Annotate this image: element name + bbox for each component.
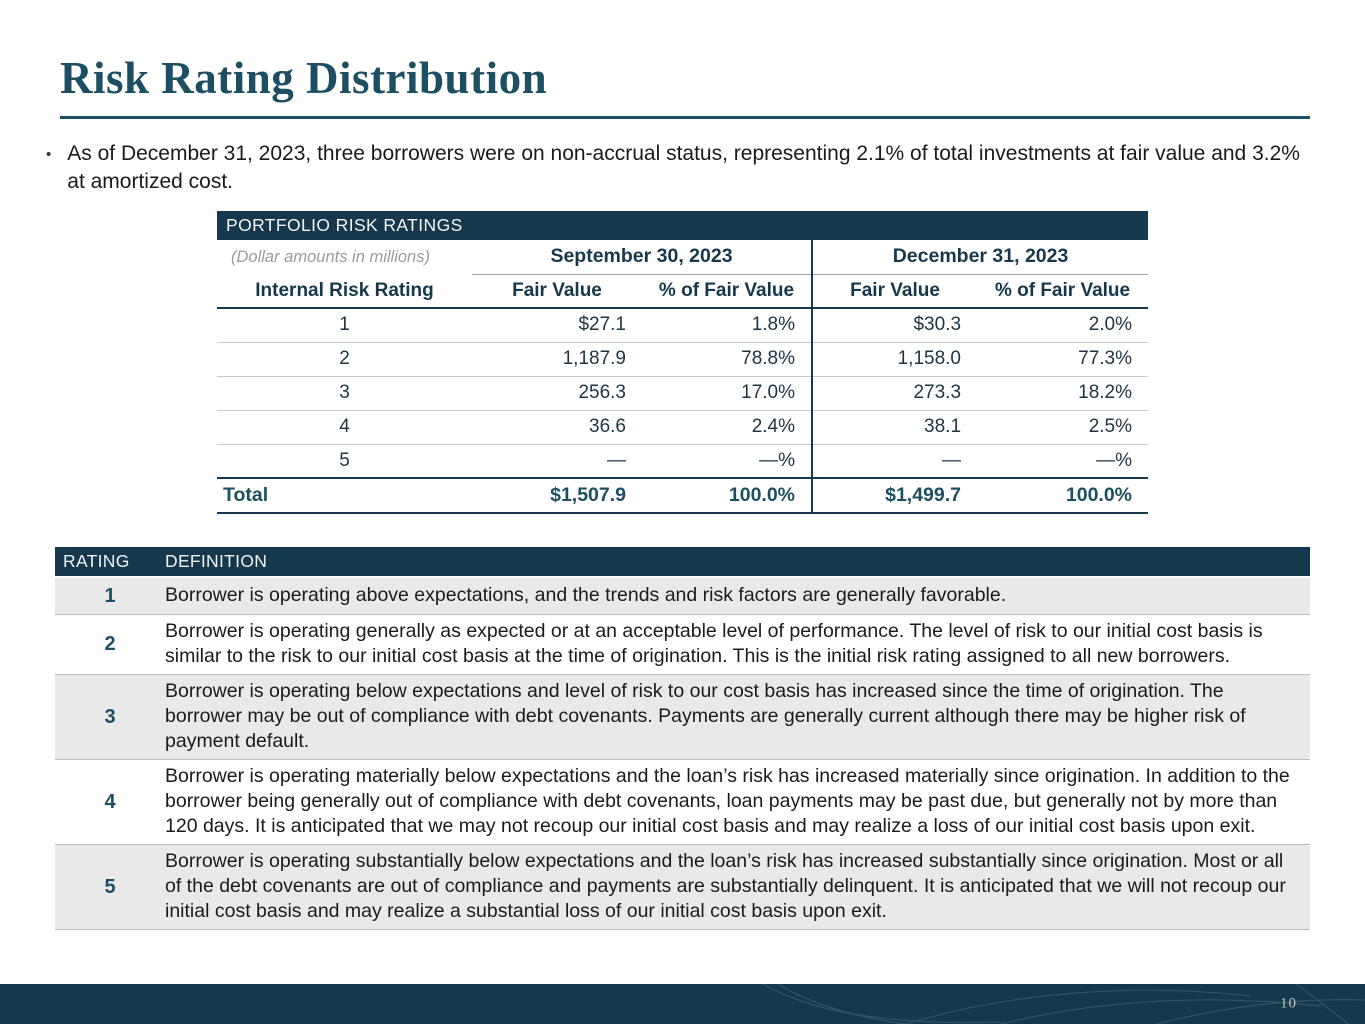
definition-text: Borrower is operating materially below e… bbox=[165, 765, 1290, 837]
title-underline bbox=[60, 116, 1310, 119]
rating-cell: 4 bbox=[217, 410, 472, 445]
column-header-dec-fair-value: Fair Value bbox=[811, 274, 978, 309]
period-header-september: September 30, 2023 bbox=[472, 240, 813, 275]
rating-cell: 5 bbox=[217, 444, 472, 479]
bullet-item: • As of December 31, 2023, three borrowe… bbox=[46, 140, 1308, 196]
period-header-december: December 31, 2023 bbox=[811, 240, 1149, 275]
sep-pct-cell: —% bbox=[642, 444, 813, 479]
column-header-row: Internal Risk Rating Fair Value % of Fai… bbox=[217, 274, 1149, 309]
definition-row: 4 Borrower is operating materially below… bbox=[55, 760, 1310, 845]
ratings-table-title: PORTFOLIO RISK RATINGS bbox=[217, 211, 1148, 240]
sep-pct-cell: 78.8% bbox=[642, 342, 813, 377]
dec-fair-value-cell: 273.3 bbox=[811, 376, 978, 411]
units-note: (Dollar amounts in millions) bbox=[231, 247, 430, 266]
rating-definitions-table: RATING DEFINITION 1 Borrower is operatin… bbox=[55, 547, 1310, 930]
definition-rating: 4 bbox=[104, 790, 116, 813]
total-dec-fair-value: $1,499.7 bbox=[811, 477, 978, 514]
definition-text: Borrower is operating generally as expec… bbox=[165, 620, 1263, 667]
definition-text: Borrower is operating below expectations… bbox=[165, 680, 1246, 752]
column-header-sep-fair-value: Fair Value bbox=[472, 274, 642, 309]
definitions-header-rating: RATING bbox=[63, 551, 130, 571]
period-header-row: (Dollar amounts in millions) September 3… bbox=[217, 240, 1149, 275]
dec-pct-cell: 2.5% bbox=[977, 410, 1149, 445]
sep-fair-value-cell: — bbox=[472, 444, 642, 479]
sep-fair-value-cell: 36.6 bbox=[472, 410, 642, 445]
column-header-dec-pct-fair-value: % of Fair Value bbox=[977, 274, 1149, 309]
dec-pct-cell: 77.3% bbox=[977, 342, 1149, 377]
definition-row: 2 Borrower is operating generally as exp… bbox=[55, 615, 1310, 675]
sep-pct-cell: 2.4% bbox=[642, 410, 813, 445]
definition-row: 1 Borrower is operating above expectatio… bbox=[55, 578, 1310, 615]
definition-text: Borrower is operating substantially belo… bbox=[165, 850, 1286, 922]
total-row: Total $1,507.9 100.0% $1,499.7 100.0% bbox=[217, 477, 1149, 514]
dec-fair-value-cell: — bbox=[811, 444, 978, 479]
table-row: 4 36.6 2.4% 38.1 2.5% bbox=[217, 410, 1149, 445]
dec-pct-cell: 2.0% bbox=[977, 308, 1149, 343]
column-header-sep-pct-fair-value: % of Fair Value bbox=[642, 274, 813, 309]
footer-arc-decoration bbox=[761, 984, 1365, 1024]
dec-pct-cell: —% bbox=[977, 444, 1149, 479]
total-dec-pct: 100.0% bbox=[977, 477, 1149, 514]
bullet-text: As of December 31, 2023, three borrowers… bbox=[67, 142, 1300, 193]
page-number: 10 bbox=[1280, 995, 1297, 1012]
sep-pct-cell: 1.8% bbox=[642, 308, 813, 343]
sep-pct-cell: 17.0% bbox=[642, 376, 813, 411]
table-row: 2 1,187.9 78.8% 1,158.0 77.3% bbox=[217, 342, 1149, 377]
sep-fair-value-cell: 1,187.9 bbox=[472, 342, 642, 377]
table-row: 5 — —% — —% bbox=[217, 444, 1149, 479]
definitions-header-row: RATING DEFINITION bbox=[55, 547, 1310, 578]
sep-fair-value-cell: $27.1 bbox=[472, 308, 642, 343]
dec-fair-value-cell: 38.1 bbox=[811, 410, 978, 445]
dec-fair-value-cell: 1,158.0 bbox=[811, 342, 978, 377]
total-sep-fair-value: $1,507.9 bbox=[472, 477, 642, 514]
sep-fair-value-cell: 256.3 bbox=[472, 376, 642, 411]
definition-rating: 5 bbox=[104, 875, 116, 898]
definition-row: 3 Borrower is operating below expectatio… bbox=[55, 675, 1310, 760]
page-title: Risk Rating Distribution bbox=[60, 53, 548, 103]
dec-fair-value-cell: $30.3 bbox=[811, 308, 978, 343]
definition-text: Borrower is operating above expectations… bbox=[165, 584, 1007, 606]
definitions-header-definition: DEFINITION bbox=[165, 551, 268, 571]
table-row: 1 $27.1 1.8% $30.3 2.0% bbox=[217, 308, 1149, 343]
column-header-internal-risk-rating: Internal Risk Rating bbox=[217, 274, 472, 309]
footer-bar: 10 bbox=[0, 984, 1365, 1024]
total-sep-pct: 100.0% bbox=[642, 477, 813, 514]
portfolio-risk-ratings-table: PORTFOLIO RISK RATINGS (Dollar amounts i… bbox=[217, 211, 1149, 514]
bullet-icon: • bbox=[46, 146, 52, 163]
definition-rating: 3 bbox=[104, 705, 116, 728]
definition-rating: 1 bbox=[104, 584, 116, 607]
rating-cell: 3 bbox=[217, 376, 472, 411]
definition-row: 5 Borrower is operating substantially be… bbox=[55, 845, 1310, 930]
total-label: Total bbox=[217, 477, 472, 514]
definition-rating: 2 bbox=[104, 633, 116, 655]
table-row: 3 256.3 17.0% 273.3 18.2% bbox=[217, 376, 1149, 411]
dec-pct-cell: 18.2% bbox=[977, 376, 1149, 411]
rating-cell: 2 bbox=[217, 342, 472, 377]
rating-cell: 1 bbox=[217, 308, 472, 343]
